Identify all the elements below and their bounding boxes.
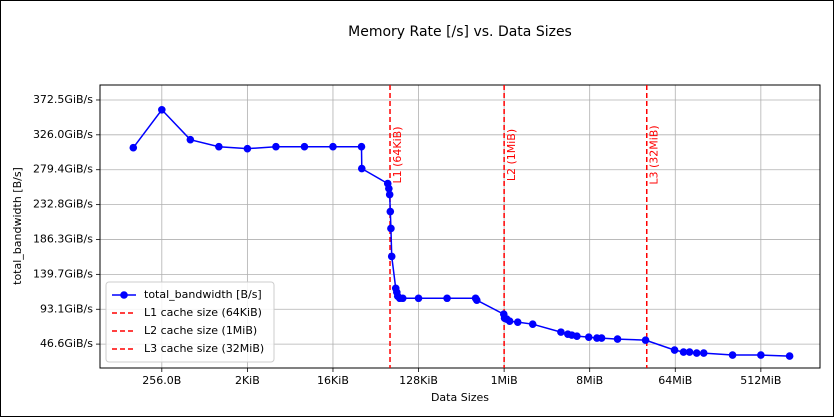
x-axis-label: Data Sizes <box>431 391 489 404</box>
data-point <box>505 317 514 325</box>
x-tick-label: 64MiB <box>658 374 692 387</box>
y-tick-label: 326.0GiB/s <box>33 128 93 141</box>
y-axis-label: total_bandwidth [B/s] <box>11 167 24 285</box>
x-tick-label: 2KiB <box>235 374 260 387</box>
data-point <box>385 190 394 199</box>
x-tick-label: 256.0B <box>142 374 181 387</box>
data-point <box>329 142 337 151</box>
x-tick-label: 16KiB <box>317 374 349 387</box>
data-point <box>386 207 395 216</box>
data-point <box>613 335 622 343</box>
data-point <box>443 294 451 303</box>
data-point <box>513 318 522 326</box>
data-point <box>186 135 195 144</box>
data-point <box>158 105 166 114</box>
x-tick-label: 512MiB <box>740 374 781 387</box>
y-tick-label: 372.5GiB/s <box>33 93 93 106</box>
data-point <box>679 348 688 356</box>
cache-label: L2 (1MiB) <box>505 129 518 181</box>
data-point <box>473 296 481 305</box>
data-point <box>670 346 679 354</box>
data-point <box>528 320 537 328</box>
data-point <box>272 142 280 151</box>
y-tick-label: 232.8GiB/s <box>33 198 93 211</box>
data-point <box>357 164 366 173</box>
data-point <box>641 336 650 344</box>
data-point <box>129 143 138 152</box>
data-point <box>243 144 252 153</box>
data-point <box>398 294 407 303</box>
data-point <box>357 142 366 151</box>
cache-label: L1 (64KiB) <box>391 126 404 183</box>
data-point <box>785 352 794 360</box>
y-tick-label: 93.1GiB/s <box>40 302 93 315</box>
data-point <box>692 349 701 357</box>
legend-box <box>105 281 275 363</box>
data-point <box>387 224 395 233</box>
legend-marker <box>120 291 128 299</box>
data-point <box>699 349 708 357</box>
x-tick-label: 128KiB <box>399 374 438 387</box>
data-point <box>757 351 765 359</box>
data-point <box>215 142 223 151</box>
legend-label: total_bandwidth [B/s] <box>144 288 262 301</box>
cache-label: L3 (32MiB) <box>648 125 661 184</box>
data-point <box>685 348 694 356</box>
x-tick-label: 1MiB <box>491 374 518 387</box>
legend-label: L1 cache size (64KiB) <box>144 306 262 319</box>
data-point <box>573 332 581 340</box>
data-point <box>385 184 393 193</box>
data-point <box>597 334 606 342</box>
legend: total_bandwidth [B/s] L1 cache size (64Ki… <box>105 281 275 363</box>
legend-label: L3 cache size (32MiB) <box>144 342 264 355</box>
y-tick-label: 186.3GiB/s <box>33 232 93 245</box>
y-tick-label: 46.6GiB/s <box>40 337 93 350</box>
data-point <box>414 294 423 303</box>
plot-frame <box>99 84 821 369</box>
legend-label: L2 cache size (1MiB) <box>144 324 257 337</box>
data-point <box>387 252 396 261</box>
y-tick-label: 279.4GiB/s <box>33 163 93 176</box>
data-point <box>300 142 309 151</box>
data-point <box>728 351 737 359</box>
x-tick-label: 8MiB <box>576 374 603 387</box>
data-point <box>584 333 593 341</box>
data-point <box>557 328 565 336</box>
chart-title: Memory Rate [/s] vs. Data Sizes <box>348 24 572 40</box>
y-tick-label: 139.7GiB/s <box>33 267 93 280</box>
